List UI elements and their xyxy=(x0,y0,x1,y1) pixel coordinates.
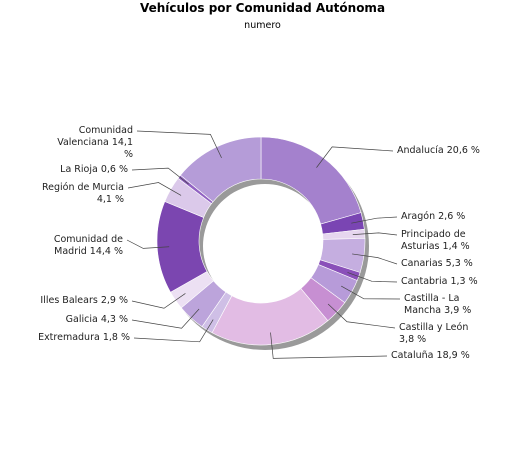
slice-label: Principado de Asturias 1,4 % xyxy=(401,229,479,253)
leader-line xyxy=(131,308,200,329)
leader-line xyxy=(352,253,398,265)
slice-category: Comunidad de Madrid xyxy=(53,234,123,257)
slice-label: Illes Balears 2,9 % xyxy=(40,295,128,307)
leader-line xyxy=(131,167,189,185)
slice-category: Galicia xyxy=(65,314,98,325)
slice-label: Comunidad de Madrid 14,4 % xyxy=(43,234,123,258)
chart-title: Vehículos por Comunidad Autónoma xyxy=(139,1,386,15)
leader-line xyxy=(270,332,388,359)
slice-category: Cantabria xyxy=(401,276,448,287)
slice-value: 1,4 % xyxy=(442,241,470,252)
slice-category: Región de Murcia xyxy=(41,182,124,193)
leader-line xyxy=(127,182,182,196)
leader-line xyxy=(341,285,401,300)
slice-label: La Rioja 0,6 % xyxy=(60,164,128,176)
slice-category: Principado de Asturias xyxy=(401,229,466,252)
slice-category: La Rioja xyxy=(60,164,98,175)
leader-line xyxy=(352,232,398,236)
slice-category: Castilla - La Mancha xyxy=(404,293,460,316)
chart-subtitle: numero xyxy=(244,20,281,31)
slice-value: 14,4 % xyxy=(89,246,123,257)
slice-category: Illes Balears xyxy=(40,295,98,306)
slice-label: Cantabria 1,3 % xyxy=(401,276,478,288)
slice-value: 4,3 % xyxy=(100,314,128,325)
leader-line xyxy=(347,272,398,283)
leader-line xyxy=(131,293,186,309)
slice-value: 1,8 % xyxy=(102,332,130,343)
donut-slice xyxy=(180,136,262,203)
leader-line xyxy=(327,303,396,329)
slice-value: 4,1 % xyxy=(96,194,124,205)
slice-label: Galicia 4,3 % xyxy=(66,314,128,326)
slice-category: Andalucía xyxy=(397,145,444,156)
slice-label: Cataluña 18,9 % xyxy=(391,350,470,362)
slice-value: 2,9 % xyxy=(100,295,128,306)
slice-category: Canarias xyxy=(401,258,443,269)
slice-category: Comunidad Valenciana xyxy=(57,125,133,148)
leader-line xyxy=(351,216,398,224)
slice-category: Cataluña xyxy=(391,350,434,361)
slice-label: Castilla - La Mancha 3,9 % xyxy=(404,293,482,317)
slice-category: Castilla y León xyxy=(399,322,469,333)
slice-label: Canarias 5,3 % xyxy=(401,258,473,270)
leader-line xyxy=(133,319,214,343)
slice-label: Comunidad Valenciana 14,1 % xyxy=(49,125,133,161)
slice-value: 14,1 % xyxy=(111,137,133,160)
donut-slice xyxy=(260,136,362,225)
slice-label: Extremadura 1,8 % xyxy=(38,332,130,344)
slice-label: Región de Murcia 4,1 % xyxy=(28,182,124,206)
slice-label: Aragón 2,6 % xyxy=(401,211,465,223)
slice-value: 1,3 % xyxy=(450,276,478,287)
slice-category: Aragón xyxy=(401,211,436,222)
slice-category: Extremadura xyxy=(38,332,100,343)
slice-value: 5,3 % xyxy=(445,258,473,269)
leader-line xyxy=(316,146,394,168)
slice-value: 0,6 % xyxy=(100,164,128,175)
slice-value: 3,9 % xyxy=(444,305,472,316)
slice-value: 2,6 % xyxy=(438,211,466,222)
leader-line xyxy=(136,130,222,159)
slice-label: Andalucía 20,6 % xyxy=(397,145,480,157)
slice-value: 18,9 % xyxy=(436,350,470,361)
leader-line xyxy=(126,239,170,249)
slice-value: 20,6 % xyxy=(446,145,480,156)
slice-label: Castilla y León 3,8 % xyxy=(399,322,479,346)
slice-value: 3,8 % xyxy=(399,334,427,345)
